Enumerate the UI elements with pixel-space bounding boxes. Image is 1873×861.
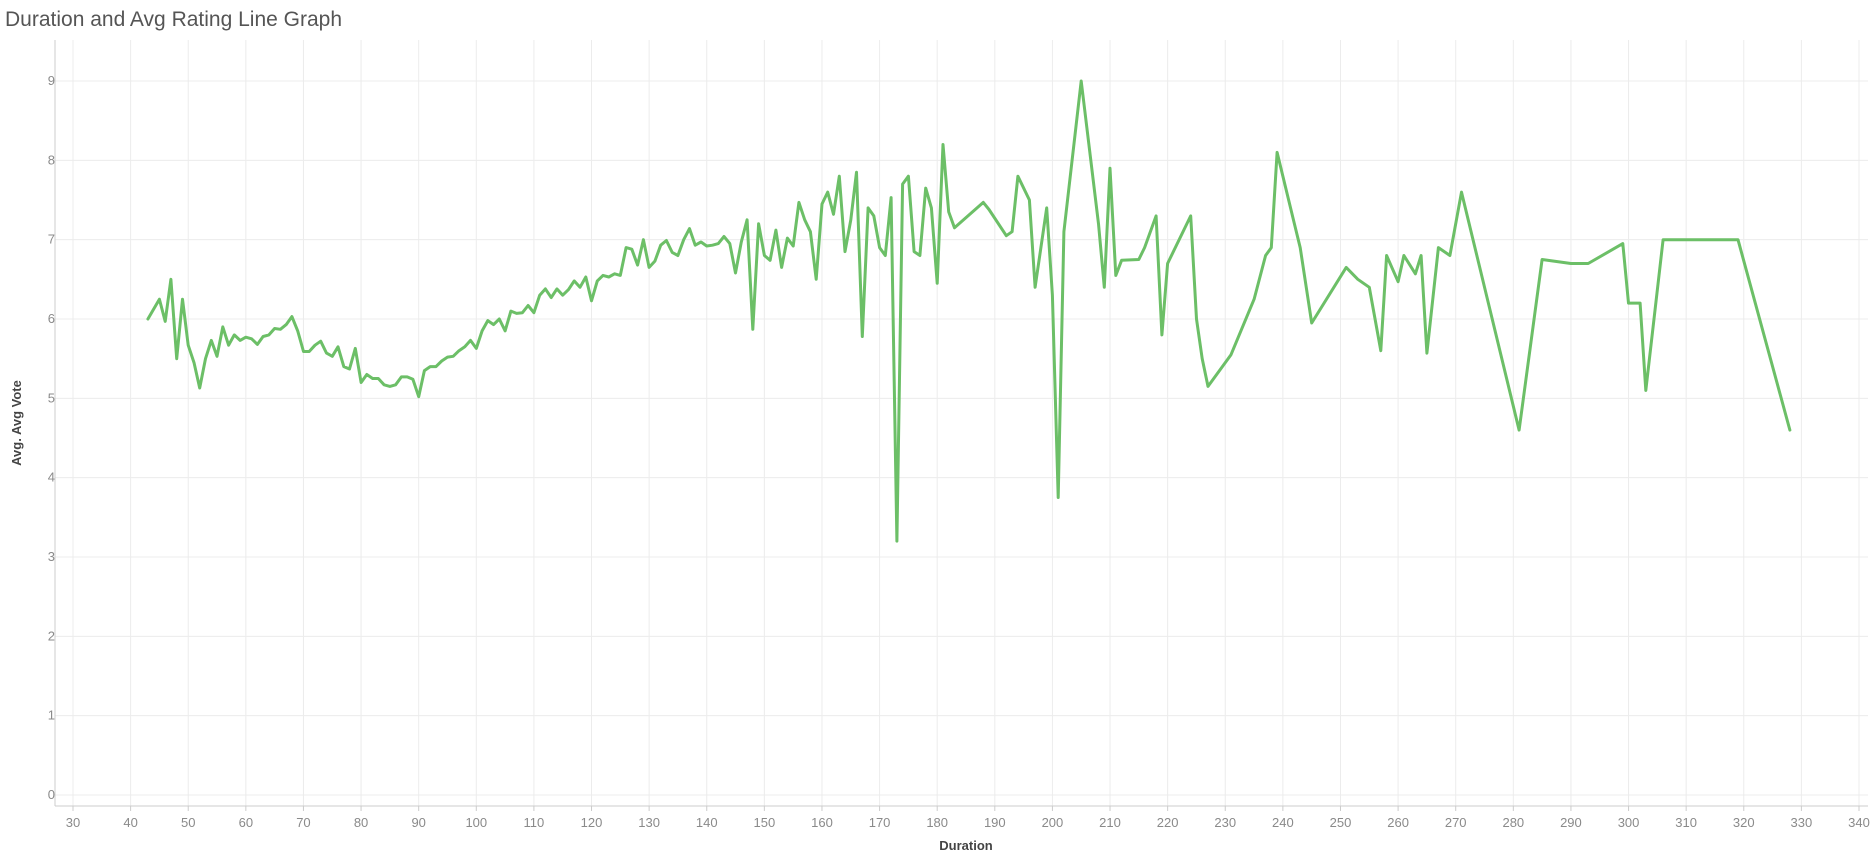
- x-tick-label: 90: [411, 815, 425, 830]
- y-axis-title: Avg. Avg Vote: [9, 380, 24, 466]
- x-tick-label: 30: [66, 815, 80, 830]
- x-tick-label: 220: [1157, 815, 1179, 830]
- x-tick-label: 200: [1042, 815, 1064, 830]
- x-tick-label: 240: [1272, 815, 1294, 830]
- gridlines: [55, 40, 1868, 806]
- x-tick-label: 130: [638, 815, 660, 830]
- x-tick-label: 340: [1848, 815, 1870, 830]
- x-tick-label: 110: [524, 815, 545, 830]
- y-tick-label: 3: [48, 549, 55, 564]
- axes: [54, 40, 1868, 811]
- x-tick-label: 320: [1733, 815, 1755, 830]
- x-tick-label: 120: [581, 815, 603, 830]
- y-tick-label: 5: [48, 390, 55, 405]
- x-tick-label: 170: [869, 815, 891, 830]
- x-tick-label: 300: [1618, 815, 1640, 830]
- x-tick-label: 140: [696, 815, 718, 830]
- tick-labels: 30 40 50 60 70 80 90 100 110 120 130 140 150 160 170 18…: [48, 73, 1870, 830]
- x-tick-label: 330: [1791, 815, 1813, 830]
- y-tick-label: 0: [48, 787, 55, 802]
- x-tick-label: 80: [354, 815, 368, 830]
- x-tick-label: 280: [1502, 815, 1524, 830]
- y-tick-label: 2: [48, 628, 55, 643]
- x-tick-label: 150: [754, 815, 776, 830]
- y-tick-label: 6: [48, 311, 55, 326]
- series-line-0: [146, 79, 1792, 543]
- x-tick-label: 70: [296, 815, 310, 830]
- x-tick-label: 250: [1330, 815, 1352, 830]
- x-tick-label: 180: [926, 815, 948, 830]
- x-tick-label: 190: [984, 815, 1006, 830]
- x-tick-label: 50: [181, 815, 195, 830]
- x-tick-label: 160: [811, 815, 833, 830]
- series-lines: [146, 79, 1792, 543]
- y-tick-label: 4: [48, 470, 55, 485]
- y-tick-label: 1: [48, 708, 55, 723]
- x-tick-label: 230: [1214, 815, 1236, 830]
- x-tick-label: 100: [465, 815, 487, 830]
- chart-title: Duration and Avg Rating Line Graph: [5, 8, 343, 31]
- x-axis-title: Duration: [939, 838, 993, 853]
- x-tick-label: 60: [239, 815, 253, 830]
- y-tick-label: 8: [48, 152, 55, 167]
- x-tick-label: 40: [123, 815, 137, 830]
- x-tick-label: 270: [1445, 815, 1467, 830]
- y-tick-label: 7: [48, 232, 55, 247]
- y-tick-label: 9: [48, 73, 55, 88]
- x-tick-label: 260: [1387, 815, 1409, 830]
- x-tick-label: 290: [1560, 815, 1582, 830]
- x-tick-label: 310: [1675, 815, 1697, 830]
- x-tick-label: 210: [1099, 815, 1121, 830]
